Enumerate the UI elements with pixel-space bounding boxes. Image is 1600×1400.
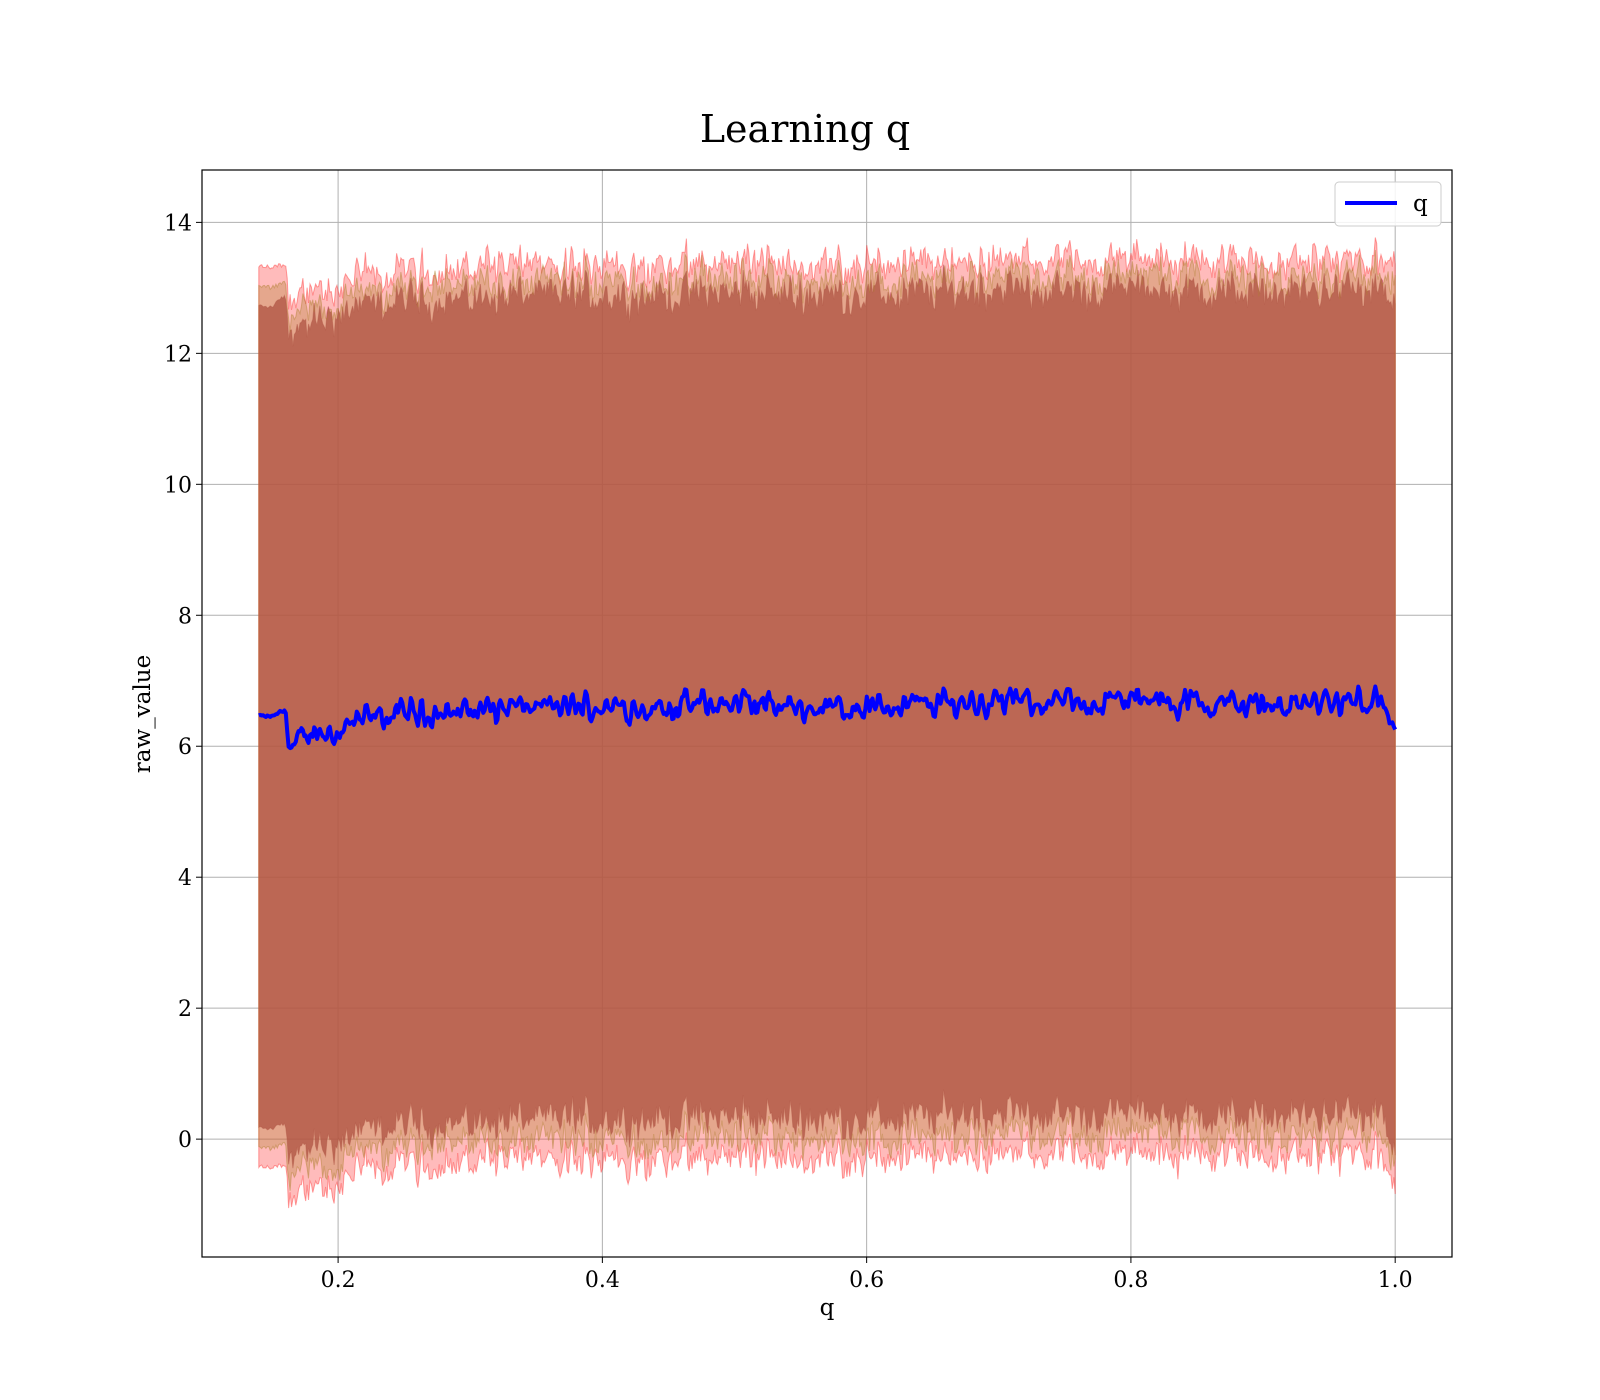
- x-axis: 0.2 0.4 0.6 0.8 1.0: [321, 1257, 1413, 1293]
- x-tick-label: 1.0: [1378, 1268, 1413, 1293]
- band-2: [258, 249, 1396, 1191]
- band-0: [258, 264, 1396, 1169]
- x-tick-label: 0.6: [849, 1268, 884, 1293]
- confidence-bands: [258, 237, 1396, 1209]
- chart-title: Learning q: [700, 107, 910, 151]
- y-tick-label: 8: [178, 604, 192, 629]
- x-tick-label: 0.2: [321, 1268, 356, 1293]
- y-axis-label: raw_value: [130, 655, 156, 773]
- y-tick-label: 14: [164, 211, 192, 236]
- y-tick-label: 0: [178, 1128, 192, 1153]
- x-axis-label: q: [820, 1295, 835, 1321]
- x-tick-label: 0.4: [585, 1268, 620, 1293]
- y-tick-label: 12: [164, 342, 192, 367]
- legend: q: [1334, 181, 1442, 227]
- plot-area: [201, 169, 1453, 1258]
- y-tick-label: 4: [178, 866, 192, 891]
- y-tick-label: 10: [164, 473, 192, 498]
- legend-label-q: q: [1413, 191, 1428, 217]
- y-tick-label: 6: [178, 735, 192, 760]
- y-tick-label: 2: [178, 997, 192, 1022]
- series-line-q: [258, 684, 1398, 751]
- series-layer: [258, 684, 1398, 751]
- plot-frame: [201, 169, 1453, 1258]
- x-tick-label: 0.8: [1113, 1268, 1148, 1293]
- band-1: [258, 237, 1396, 1209]
- y-axis: 0 2 4 6 8 10 12 14: [164, 211, 202, 1153]
